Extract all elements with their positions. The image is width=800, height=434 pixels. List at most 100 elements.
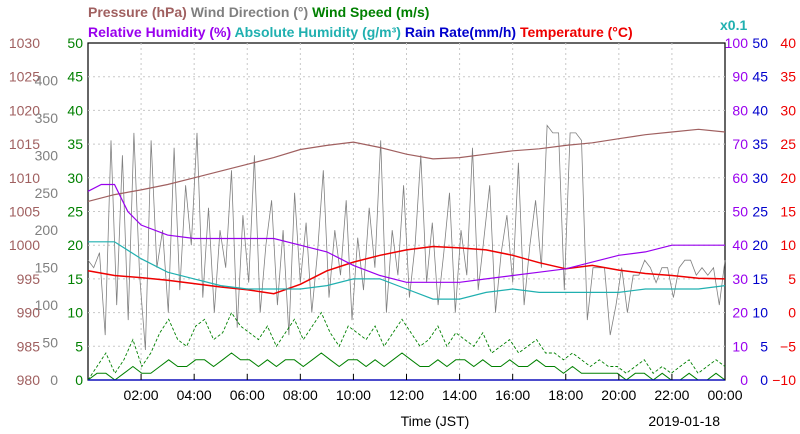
temperature-tick-label: 10 [780,237,796,253]
x-tick-label: 18:00 [548,387,583,403]
pressure-tick-label: 980 [17,372,41,388]
x-tick-label: 16:00 [495,387,530,403]
pressure-tick-label: 1020 [9,102,40,118]
temperature-tick-label: 20 [780,170,796,186]
relative-humidity-tick-label: 0 [740,372,748,388]
x-tick-label: 12:00 [389,387,424,403]
temperature-tick-label: −10 [772,372,796,388]
x-tick-label: 20:00 [601,387,636,403]
wind-direction-tick-label: 250 [35,185,59,201]
pressure-tick-label: 1010 [9,170,40,186]
x-tick-label: 04:00 [177,387,212,403]
wind-direction-tick-label: 50 [42,335,58,351]
pressure-tick-label: 1015 [9,136,40,152]
x-axis-label: Time (JST) [401,413,470,429]
temperature-tick-label: 30 [780,102,796,118]
temperature-tick-label: 5 [788,271,796,287]
temperature-tick-label: 25 [780,136,796,152]
pressure-tick-label: 1030 [9,35,40,51]
left-axes: 1030102510201015101010051000995990985980… [9,35,83,388]
relative-humidity-tick-label: 50 [732,204,748,220]
wind-direction-tick-label: 200 [35,222,59,238]
x-tick-label: 00:00 [707,387,742,403]
wind-speed-tick-label: 30 [67,170,83,186]
rain-rate-tick-label: 20 [752,237,768,253]
legend-entry: Wind Speed (m/s) [308,4,429,20]
x-axis: 02:00 04:00 06:00 08:00 10:00 12:00 14:00 16:00… [124,374,743,403]
wind-direction-line [87,124,726,351]
wind-speed-tick-label: 35 [67,136,83,152]
relative-humidity-line [87,183,725,283]
rain-rate-tick-label: 35 [752,136,768,152]
absolute-humidity-line [88,241,726,300]
rain-rate-tick-label: 40 [752,102,768,118]
rain-rate-tick-label: 5 [760,338,768,354]
legend-row-1: Pressure (hPa) Wind Direction (°) Wind S… [88,4,429,20]
legend-entry: Temperature (°C) [516,24,633,40]
legend-row-2: Relative Humidity (%) Absolute Humidity … [88,24,633,40]
wind-speed-tick-label: 40 [67,102,83,118]
relative-humidity-tick-label: 10 [732,338,748,354]
legend: Pressure (hPa) Wind Direction (°) Wind S… [88,4,747,40]
relative-humidity-tick-label: 40 [732,237,748,253]
right-axes: 1009080706050403020100504540353025201510… [725,35,797,388]
temperature-tick-label: 40 [780,35,796,51]
wind-speed-tick-label: 15 [67,271,83,287]
legend-entry: Rain Rate(mm/h) [401,24,516,40]
x-tick-label: 02:00 [124,387,159,403]
relative-humidity-tick-label: 70 [732,136,748,152]
x-tick-label: 06:00 [230,387,265,403]
pressure-tick-label: 1005 [9,204,40,220]
grid [88,43,725,380]
rain-rate-tick-label: 45 [752,69,768,85]
wind-direction-tick-label: 100 [35,297,59,313]
relative-humidity-tick-label: 90 [732,69,748,85]
temperature-tick-label: 0 [788,305,796,321]
rain-rate-tick-label: 30 [752,170,768,186]
x-tick-label: 22:00 [654,387,689,403]
pressure-tick-label: 995 [17,271,41,287]
legend-entry: Relative Humidity (%) [88,24,231,40]
wind-speed-tick-label: 50 [67,35,83,51]
wind-direction-tick-label: 350 [35,110,59,126]
wind-direction-tick-label: 150 [35,260,59,276]
pressure-tick-label: 990 [17,305,41,321]
rain-rate-tick-label: 10 [752,305,768,321]
wind-speed-tick-label: 10 [67,305,83,321]
x-tick-label: 10:00 [336,387,371,403]
pressure-tick-label: 1000 [9,237,40,253]
x-tick-label: 08:00 [283,387,318,403]
pressure-tick-label: 985 [17,338,41,354]
temperature-tick-label: 15 [780,204,796,220]
temperature-line [87,245,726,295]
wind-direction-tick-label: 300 [35,147,59,163]
pressure-tick-label: 1025 [9,69,40,85]
abs-humidity-scale-note: x0.1 [720,17,747,33]
temperature-tick-label: 35 [780,69,796,85]
x-tick-label: 14:00 [442,387,477,403]
relative-humidity-tick-label: 30 [732,271,748,287]
rain-rate-tick-label: 50 [752,35,768,51]
legend-entry: Pressure (hPa) [88,4,187,20]
wind-direction-tick-label: 0 [50,372,58,388]
wind-speed-tick-label: 45 [67,69,83,85]
wind-speed-tick-label: 25 [67,204,83,220]
legend-entry: Absolute Humidity (g/m³) [231,24,401,40]
temperature-tick-label: −5 [780,338,796,354]
date-label: 2019-01-18 [648,413,720,429]
relative-humidity-tick-label: 100 [725,35,749,51]
relative-humidity-tick-label: 60 [732,170,748,186]
rain-rate-tick-label: 25 [752,204,768,220]
wind-speed-tick-label: 5 [75,338,83,354]
wind-direction-tick-label: 400 [35,72,59,88]
legend-entry: Wind Direction (°) [187,4,308,20]
pressure-line [87,128,726,202]
wind-speed-tick-label: 0 [75,372,83,388]
wind-speed-gust-line [87,311,726,381]
rain-rate-tick-label: 0 [760,372,768,388]
wind-speed-tick-label: 20 [67,237,83,253]
rain-rate-tick-label: 15 [752,271,768,287]
relative-humidity-tick-label: 80 [732,102,748,118]
relative-humidity-tick-label: 20 [732,305,748,321]
